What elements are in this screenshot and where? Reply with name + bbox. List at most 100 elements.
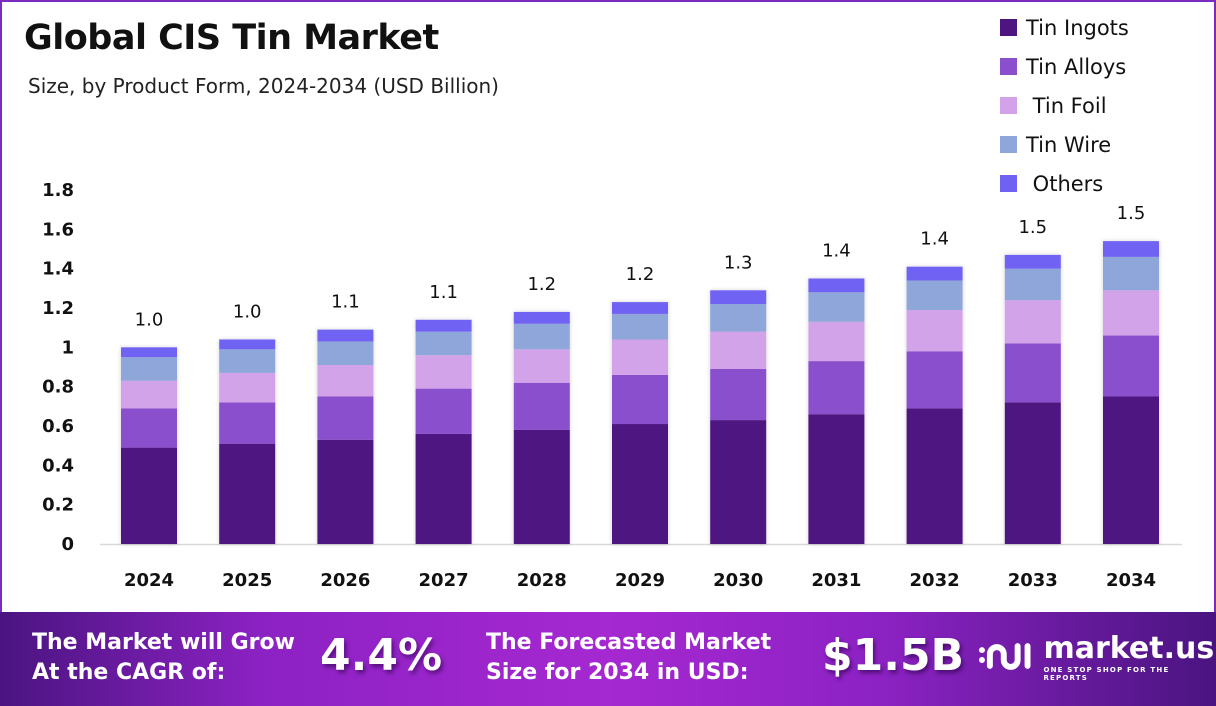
bar-stack-2029 bbox=[612, 302, 668, 544]
legend-label: Tin Wire bbox=[1026, 132, 1112, 157]
y-tick-label: 1 bbox=[61, 337, 74, 358]
bar-stack-2025 bbox=[219, 339, 276, 544]
bar-segment-tin-wire bbox=[121, 357, 177, 381]
bar-segment-tin-foil bbox=[415, 355, 472, 389]
y-tick-label: 0 bbox=[61, 534, 74, 555]
bar-stack-2028 bbox=[513, 311, 570, 544]
bar-segment-tin-foil bbox=[808, 321, 865, 362]
bar-segment-tin-alloys bbox=[513, 382, 570, 430]
bar-segment-tin-wire bbox=[317, 341, 374, 366]
bar-segment-tin-foil bbox=[612, 339, 668, 375]
x-tick-label: 2025 bbox=[222, 570, 272, 591]
bar-segment-tin-ingots bbox=[219, 443, 276, 544]
legend-swatch-tin-alloys bbox=[1000, 58, 1017, 75]
x-tick-label: 2030 bbox=[713, 570, 763, 591]
legend-swatch-tin-foil bbox=[1000, 97, 1017, 114]
legend-item-tin-alloys: Tin Alloys bbox=[1000, 47, 1129, 86]
stacked-bar-chart: 00.20.40.60.811.21.41.61.8 1.0 1.0 1.1 1.1 1… bbox=[42, 180, 1182, 591]
legend-label: Tin Foil bbox=[1026, 93, 1107, 118]
bar-segment-tin-alloys bbox=[1004, 343, 1061, 403]
bar-segment-tin-ingots bbox=[710, 420, 767, 544]
bar-segment-others bbox=[121, 347, 177, 358]
bar-stack-2030 bbox=[710, 290, 767, 544]
bar-segment-tin-alloys bbox=[121, 408, 177, 448]
bar-segment-tin-wire bbox=[415, 331, 472, 356]
legend-swatch-tin-wire bbox=[1000, 136, 1017, 153]
bar-segment-tin-alloys bbox=[219, 402, 276, 444]
x-tick-label: 2034 bbox=[1106, 570, 1156, 591]
bar-segment-tin-wire bbox=[612, 313, 668, 340]
forecast-caption-line2: Size for 2034 in USD: bbox=[486, 660, 749, 685]
bar-segment-tin-alloys bbox=[1103, 335, 1159, 397]
data-label: 1.2 bbox=[527, 274, 556, 295]
bars: 1.0 1.0 1.1 1.1 1.2 1.2 1.3 1.4 1.4 1.5 1.5 bbox=[121, 203, 1159, 544]
x-tick-label: 2027 bbox=[419, 570, 469, 591]
data-label: 1.4 bbox=[920, 229, 949, 250]
x-tick-label: 2026 bbox=[320, 570, 370, 591]
y-tick-label: 0.6 bbox=[42, 416, 74, 437]
forecast-value: $1.5B bbox=[822, 630, 965, 681]
logo-name: market.us bbox=[1043, 631, 1215, 666]
forecast-caption: The Forecasted Market Size for 2034 in U… bbox=[486, 628, 771, 688]
y-tick-label: 0.2 bbox=[42, 495, 74, 516]
x-tick-label: 2029 bbox=[615, 570, 665, 591]
forecast-caption-line1: The Forecasted Market bbox=[486, 630, 772, 655]
bar-segment-tin-alloys bbox=[710, 368, 767, 421]
bar-segment-others bbox=[1103, 241, 1159, 257]
market-us-logo[interactable]: market.us ONE STOP SHOP FOR THE REPORTS bbox=[978, 634, 1216, 682]
x-tick-label: 2032 bbox=[910, 570, 960, 591]
y-tick-label: 0.8 bbox=[42, 377, 74, 398]
legend-swatch-tin-ingots bbox=[1000, 19, 1017, 36]
bar-stack-2027 bbox=[415, 319, 472, 544]
bar-segment-tin-foil bbox=[219, 372, 276, 403]
data-label: 1.4 bbox=[822, 241, 851, 262]
bar-stack-2033 bbox=[1004, 254, 1061, 544]
bar-segment-others bbox=[219, 339, 276, 350]
bar-segment-tin-ingots bbox=[906, 408, 963, 544]
bar-segment-tin-foil bbox=[1103, 290, 1159, 336]
legend-swatch-others bbox=[1000, 175, 1017, 192]
bar-segment-tin-foil bbox=[317, 365, 374, 397]
legend-item-tin-ingots: Tin Ingots bbox=[1000, 8, 1129, 47]
bar-segment-tin-wire bbox=[710, 304, 767, 332]
bar-segment-tin-wire bbox=[513, 323, 570, 350]
bar-segment-tin-foil bbox=[1004, 300, 1061, 344]
bar-segment-tin-ingots bbox=[1103, 396, 1159, 544]
bar-segment-tin-wire bbox=[1004, 268, 1061, 301]
bar-segment-others bbox=[808, 278, 865, 293]
bar-segment-others bbox=[415, 319, 472, 332]
bar-segment-tin-ingots bbox=[513, 429, 570, 544]
bar-stack-2034 bbox=[1103, 241, 1159, 544]
bar-stack-2026 bbox=[317, 329, 374, 544]
bar-segment-others bbox=[906, 266, 963, 281]
chart-title: Global CIS Tin Market bbox=[24, 18, 439, 58]
legend: Tin Ingots Tin Alloys Tin Foil Tin Wire … bbox=[1000, 8, 1129, 203]
bar-segment-others bbox=[513, 311, 570, 324]
x-tick-label: 2031 bbox=[811, 570, 861, 591]
chart-subtitle: Size, by Product Form, 2024-2034 (USD Bi… bbox=[28, 74, 499, 98]
summary-banner: The Market will Grow At the CAGR of: 4.4… bbox=[0, 612, 1216, 706]
bar-segment-tin-wire bbox=[219, 349, 276, 373]
cagr-caption-line2: At the CAGR of: bbox=[32, 660, 226, 685]
bar-segment-tin-wire bbox=[808, 292, 865, 322]
bar-segment-others bbox=[1004, 254, 1061, 269]
bar-segment-tin-alloys bbox=[612, 374, 668, 425]
data-label: 1.2 bbox=[626, 264, 655, 285]
x-tick-label: 2033 bbox=[1008, 570, 1058, 591]
y-tick-label: 1.8 bbox=[42, 180, 74, 201]
market-us-logo-icon bbox=[978, 643, 1031, 670]
cagr-caption: The Market will Grow At the CAGR of: bbox=[32, 628, 295, 688]
y-tick-label: 1.2 bbox=[42, 298, 74, 319]
bar-segment-tin-ingots bbox=[1004, 402, 1061, 544]
y-axis: 0 0.2 0.4 0.6 0.8 1 1.2 1.4 1.6 1.8 bbox=[42, 180, 74, 555]
legend-label: Tin Alloys bbox=[1026, 54, 1127, 79]
bar-segment-tin-alloys bbox=[906, 351, 963, 409]
cagr-value: 4.4% bbox=[320, 630, 443, 681]
data-label: 1.1 bbox=[331, 292, 360, 313]
logo-tagline: ONE STOP SHOP FOR THE REPORTS bbox=[1043, 666, 1170, 682]
bar-segment-tin-alloys bbox=[415, 388, 472, 434]
x-tick-label: 2024 bbox=[124, 570, 174, 591]
bar-segment-tin-foil bbox=[906, 309, 963, 352]
cagr-caption-line1: The Market will Grow bbox=[32, 630, 295, 655]
x-tick-label: 2028 bbox=[517, 570, 567, 591]
